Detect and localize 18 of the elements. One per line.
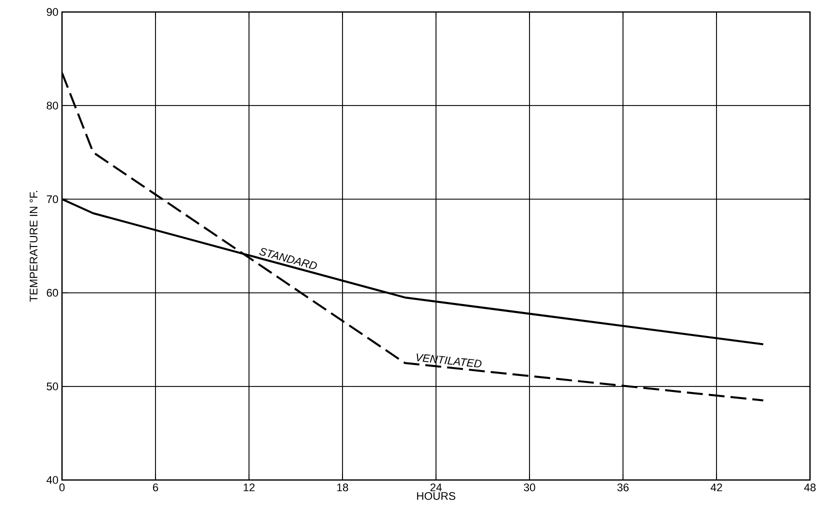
x-tick-label: 42 [710,484,722,492]
y-axis-title: TEMPERATURE IN °F. [30,191,38,302]
y-tick-label: 40 [46,476,58,484]
text: VENTILATED [416,353,482,368]
y-tick-label: 50 [46,382,58,390]
y-tick-label: 80 [46,102,58,110]
x-tick-label: 18 [337,484,348,492]
x-tick-label: 6 [153,484,158,492]
x-tick-label: 12 [244,484,255,492]
x-tick-label: 36 [617,484,629,492]
x-tick-label: 0 [59,484,65,492]
y-tick-label: 60 [46,288,58,297]
y-tick-label: 90 [46,8,58,16]
x-tick-label: 30 [524,484,536,492]
x-tick-label: 24 [430,484,442,492]
x-axis-title: HOURS [417,492,456,500]
x-tick-label: 48 [804,484,816,492]
y-tick-label: 70 [46,195,58,204]
